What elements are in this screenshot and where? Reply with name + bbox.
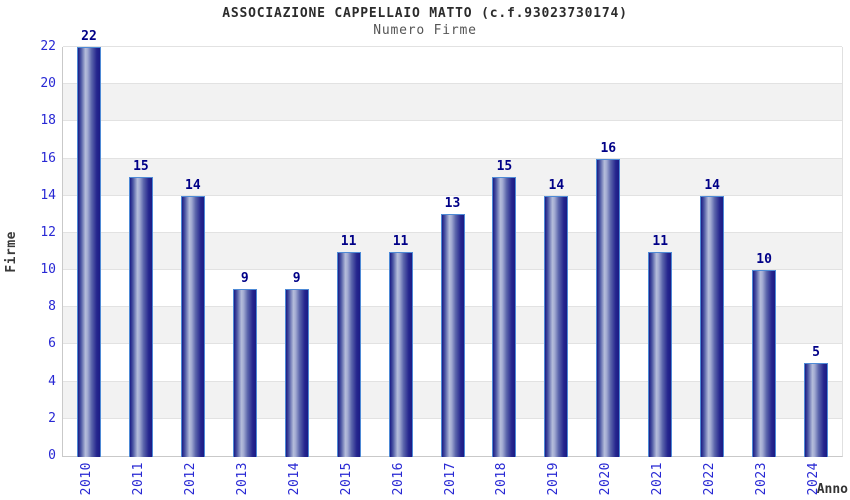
y-tick-label: 16 — [40, 150, 56, 166]
bar-value-label: 14 — [704, 177, 720, 193]
bar-value-label: 10 — [756, 252, 772, 268]
x-tick-label: 2016 — [390, 462, 406, 496]
bar-value-label: 9 — [292, 270, 301, 286]
x-tick-label: 2022 — [702, 462, 718, 496]
bar-2024 — [804, 363, 829, 457]
bar-value-label: 11 — [340, 233, 357, 249]
x-tick-label: 2012 — [182, 462, 198, 496]
bar-2018 — [492, 177, 517, 457]
x-axis-title: Anno — [816, 482, 848, 497]
bar-2015 — [336, 251, 361, 457]
background-band — [63, 84, 842, 122]
y-tick-label: 22 — [40, 39, 56, 54]
plot-area: 22 15 14 9 9 11 11 13 15 14 16 11 14 10 5 — [62, 30, 843, 457]
x-axis-ticks: 2010 2011 2012 2013 2014 2015 2016 2017 2018 2019… — [62, 462, 841, 500]
x-tick-label: 2013 — [234, 462, 250, 496]
x-tick-label: 2023 — [754, 462, 770, 496]
bar-2010 — [76, 47, 101, 457]
x-tick-label: 2017 — [442, 462, 458, 496]
bar-value-label: 15 — [496, 159, 513, 175]
bar-value-label: 11 — [392, 233, 409, 249]
y-tick-label: 14 — [40, 187, 56, 203]
bar-2016 — [388, 251, 413, 457]
gridline — [63, 157, 842, 159]
gridline — [63, 83, 842, 85]
x-tick-label: 2010 — [78, 462, 94, 496]
y-tick-label: 2 — [48, 410, 56, 426]
bar-value-label: 14 — [548, 177, 565, 193]
y-tick-label: 4 — [48, 373, 56, 389]
background-band — [63, 158, 842, 196]
gridline — [63, 120, 842, 122]
bar-2023 — [752, 270, 777, 457]
chart-title: ASSOCIAZIONE CAPPELLAIO MATTO (c.f.93023… — [222, 6, 628, 21]
bar-2011 — [128, 177, 153, 457]
background-band — [63, 47, 842, 85]
bar-value-label: 11 — [652, 233, 669, 249]
y-tick-label: 8 — [48, 299, 56, 315]
bar-value-label: 22 — [81, 29, 97, 44]
background-band — [63, 121, 842, 159]
bar-2019 — [544, 195, 569, 457]
y-tick-label: 20 — [40, 76, 56, 92]
bars-layer: 22 15 14 9 9 11 11 13 15 14 16 11 14 10 5 — [63, 30, 842, 457]
y-tick-label: 18 — [40, 113, 56, 129]
gridline — [63, 194, 842, 196]
x-tick-label: 2020 — [598, 462, 614, 496]
bar-2017 — [440, 214, 465, 457]
bar-value-label: 14 — [185, 177, 201, 193]
y-tick-label: 0 — [48, 448, 56, 463]
bar-value-label: 5 — [812, 345, 820, 361]
y-axis-ticks: 0 2 4 6 8 10 12 14 16 18 20 22 — [0, 40, 56, 463]
bar-2021 — [648, 251, 673, 457]
chart-subtitle: Numero Firme — [373, 23, 477, 38]
bar-2014 — [284, 288, 309, 457]
y-tick-label: 10 — [40, 262, 56, 278]
x-tick-label: 2021 — [650, 462, 666, 496]
x-tick-label: 2019 — [546, 462, 562, 496]
bar-value-label: 13 — [444, 196, 461, 212]
bar-2020 — [596, 158, 621, 457]
bar-value-label: 9 — [240, 270, 249, 286]
x-tick-label: 2018 — [494, 462, 510, 496]
bar-2012 — [180, 195, 205, 457]
y-tick-label: 6 — [48, 336, 56, 352]
bar-2022 — [700, 195, 725, 457]
gridline — [63, 46, 842, 47]
bar-2013 — [232, 288, 257, 457]
x-tick-label: 2014 — [286, 462, 302, 496]
bar-value-label: 16 — [600, 140, 617, 156]
x-tick-label: 2011 — [130, 462, 146, 496]
bar-value-label: 15 — [133, 159, 149, 175]
x-tick-label: 2015 — [338, 462, 354, 496]
y-tick-label: 12 — [40, 224, 56, 240]
